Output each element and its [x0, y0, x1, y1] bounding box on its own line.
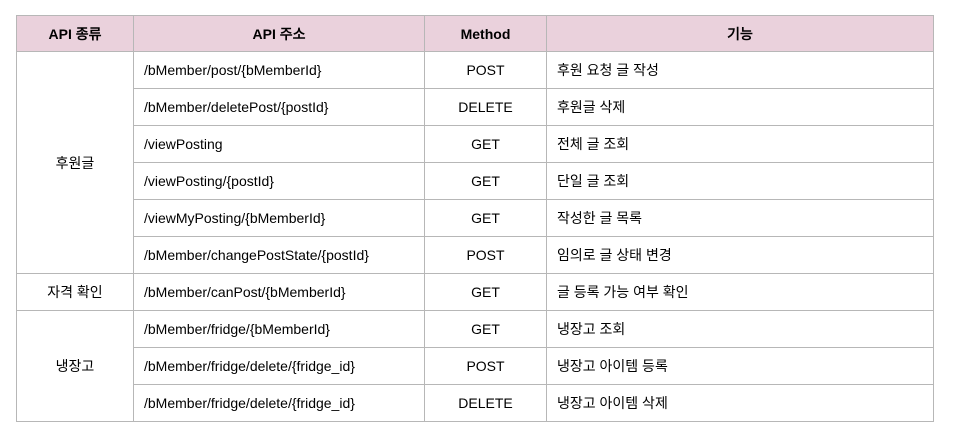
function-cell: 냉장고 조회	[546, 310, 934, 348]
function-cell: 냉장고 아이템 등록	[546, 347, 934, 385]
header-function: 기능	[546, 15, 934, 52]
table-row: 후원글 /bMember/post/{bMemberId} POST 후원 요청…	[16, 51, 934, 274]
function-cell: 글 등록 가능 여부 확인	[546, 273, 934, 311]
table-row: /bMember/changePostState/{postId} POST 임…	[17, 236, 934, 274]
method-cell: GET	[424, 199, 547, 237]
api-path-cell: /bMember/changePostState/{postId}	[133, 236, 425, 274]
api-path-cell: /viewPosting/{postId}	[133, 162, 425, 200]
function-cell: 냉장고 아이템 삭제	[546, 384, 934, 422]
method-cell: POST	[424, 347, 547, 385]
function-cell: 후원글 삭제	[546, 88, 934, 126]
header-category: API 종류	[16, 15, 134, 52]
function-cell: 전체 글 조회	[546, 125, 934, 163]
header-row: API 종류 API 주소 Method 기능	[16, 15, 934, 52]
function-cell: 후원 요청 글 작성	[546, 51, 934, 89]
table-row: /bMember/fridge/delete/{fridge_id} DELET…	[17, 384, 934, 422]
category-cell: 후원글	[16, 51, 134, 274]
table-row: /viewPosting GET 전체 글 조회	[17, 125, 934, 163]
function-cell: 단일 글 조회	[546, 162, 934, 200]
api-path-cell: /bMember/fridge/{bMemberId}	[133, 310, 425, 348]
api-path-cell: /bMember/fridge/delete/{fridge_id}	[133, 347, 425, 385]
api-table: API 종류 API 주소 Method 기능 후원글 /bMember/pos…	[16, 15, 934, 422]
table-row: /viewPosting/{postId} GET 단일 글 조회	[17, 162, 934, 200]
table-header: API 종류 API 주소 Method 기능	[16, 15, 934, 52]
function-cell: 작성한 글 목록	[546, 199, 934, 237]
category-cell: 자격 확인	[16, 273, 134, 311]
method-cell: GET	[424, 125, 547, 163]
table-row: /viewMyPosting/{bMemberId} GET 작성한 글 목록	[17, 199, 934, 237]
table-row: /bMember/deletePost/{postId} DELETE 후원글 …	[17, 88, 934, 126]
table-body: 후원글 /bMember/post/{bMemberId} POST 후원 요청…	[16, 51, 934, 422]
api-path-cell: /viewPosting	[133, 125, 425, 163]
method-cell: GET	[424, 162, 547, 200]
category-cell: 냉장고	[16, 310, 134, 422]
api-path-cell: /viewMyPosting/{bMemberId}	[133, 199, 425, 237]
table-row: 자격 확인 /bMember/canPost/{bMemberId} GET 글…	[16, 273, 934, 311]
table-row: 냉장고 /bMember/fridge/{bMemberId} GET 냉장고 …	[16, 310, 934, 422]
api-path-cell: /bMember/post/{bMemberId}	[133, 51, 425, 89]
method-cell: POST	[424, 51, 547, 89]
header-path: API 주소	[133, 15, 425, 52]
api-path-cell: /bMember/canPost/{bMemberId}	[133, 273, 425, 311]
method-cell: DELETE	[424, 384, 547, 422]
api-path-cell: /bMember/deletePost/{postId}	[133, 88, 425, 126]
method-cell: GET	[424, 310, 547, 348]
api-path-cell: /bMember/fridge/delete/{fridge_id}	[133, 384, 425, 422]
method-cell: DELETE	[424, 88, 547, 126]
table-row: /bMember/fridge/delete/{fridge_id} POST …	[17, 347, 934, 385]
method-cell: GET	[424, 273, 547, 311]
header-method: Method	[424, 15, 547, 52]
function-cell: 임의로 글 상태 변경	[546, 236, 934, 274]
method-cell: POST	[424, 236, 547, 274]
